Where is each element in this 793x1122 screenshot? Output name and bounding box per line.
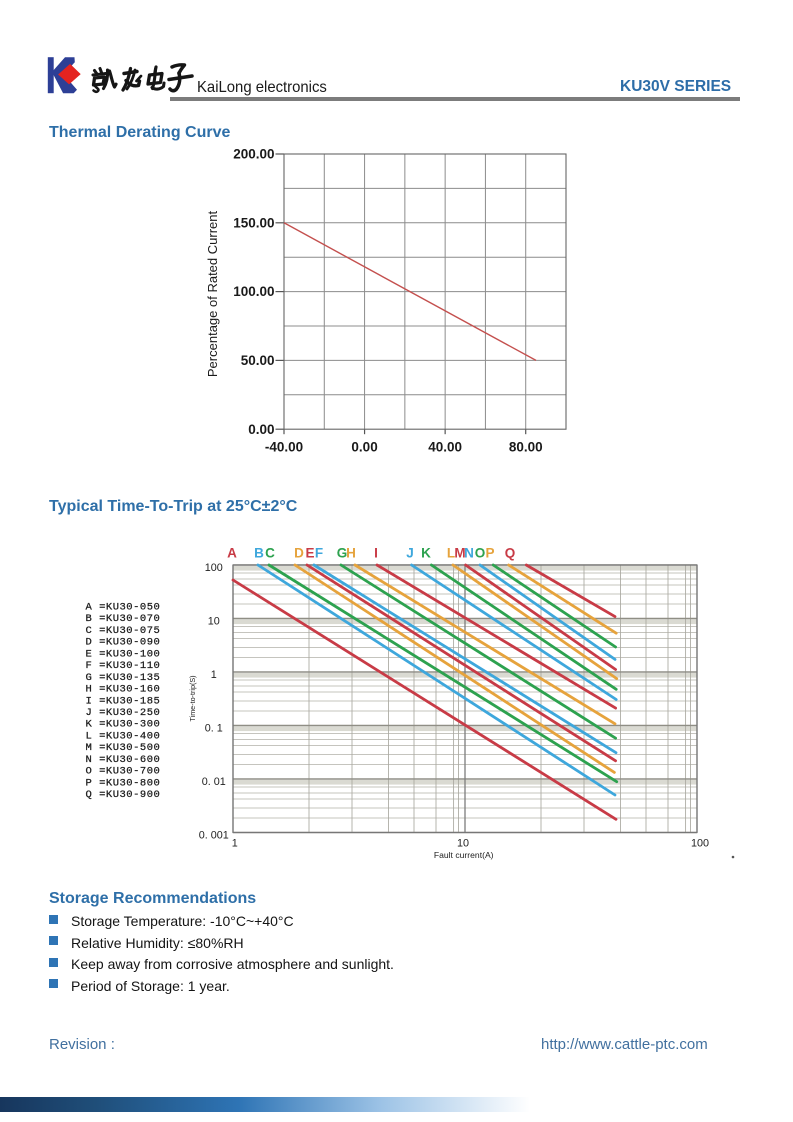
svg-text:L: L bbox=[447, 546, 455, 561]
svg-text:1: 1 bbox=[211, 669, 217, 681]
svg-text:D =KU30-090: D =KU30-090 bbox=[86, 637, 161, 649]
svg-text:P: P bbox=[485, 546, 494, 561]
svg-text:10: 10 bbox=[208, 616, 220, 628]
svg-text:I: I bbox=[374, 546, 378, 561]
svg-text:N: N bbox=[464, 546, 474, 561]
svg-text:C: C bbox=[265, 546, 275, 561]
svg-text:0.00: 0.00 bbox=[248, 422, 274, 437]
svg-text:0. 01: 0. 01 bbox=[202, 776, 226, 788]
svg-text:C =KU30-075: C =KU30-075 bbox=[86, 625, 161, 637]
svg-text:-40.00: -40.00 bbox=[265, 440, 303, 455]
svg-text:50.00: 50.00 bbox=[241, 353, 275, 368]
svg-text:200.00: 200.00 bbox=[233, 147, 274, 162]
svg-text:10: 10 bbox=[457, 838, 469, 850]
svg-text:I =KU30-185: I =KU30-185 bbox=[86, 695, 161, 707]
svg-text:E: E bbox=[305, 546, 314, 561]
svg-text:J: J bbox=[406, 546, 414, 561]
svg-text:L =KU30-400: L =KU30-400 bbox=[86, 730, 161, 742]
svg-text:Time-to-trip(S): Time-to-trip(S) bbox=[188, 675, 197, 721]
svg-text:O: O bbox=[475, 546, 486, 561]
svg-text:150.00: 150.00 bbox=[233, 215, 274, 230]
svg-text:B =KU30-070: B =KU30-070 bbox=[86, 613, 161, 625]
svg-text:100: 100 bbox=[691, 838, 709, 850]
svg-text:Q =KU30-900: Q =KU30-900 bbox=[86, 789, 161, 801]
svg-text:P =KU30-800: P =KU30-800 bbox=[86, 777, 161, 789]
svg-text:G =KU30-135: G =KU30-135 bbox=[86, 672, 161, 684]
svg-text:M =KU30-500: M =KU30-500 bbox=[86, 742, 161, 754]
svg-text:A: A bbox=[227, 546, 237, 561]
svg-text:K =KU30-300: K =KU30-300 bbox=[86, 719, 161, 731]
svg-text:100.00: 100.00 bbox=[233, 284, 274, 299]
svg-text:40.00: 40.00 bbox=[428, 440, 462, 455]
svg-text:Percentage of Rated Current: Percentage of Rated Current bbox=[205, 211, 220, 378]
svg-text:B: B bbox=[254, 546, 264, 561]
svg-text:E =KU30-100: E =KU30-100 bbox=[86, 648, 161, 660]
svg-text:H: H bbox=[346, 546, 356, 561]
svg-text:0. 001: 0. 001 bbox=[199, 830, 229, 842]
svg-text:G: G bbox=[337, 546, 348, 561]
svg-text:O =KU30-700: O =KU30-700 bbox=[86, 766, 161, 778]
svg-text:0.00: 0.00 bbox=[351, 440, 377, 455]
svg-text:1: 1 bbox=[232, 838, 238, 850]
svg-text:M: M bbox=[454, 546, 465, 561]
svg-text:H =KU30-160: H =KU30-160 bbox=[86, 684, 161, 696]
svg-text:N =KU30-600: N =KU30-600 bbox=[86, 754, 161, 766]
svg-text:A =KU30-050: A =KU30-050 bbox=[86, 602, 161, 614]
svg-text:Fault current(A): Fault current(A) bbox=[434, 850, 494, 860]
svg-text:J =KU30-250: J =KU30-250 bbox=[86, 707, 161, 719]
svg-text:K: K bbox=[421, 546, 431, 561]
svg-text:F =KU30-110: F =KU30-110 bbox=[86, 660, 161, 672]
svg-text:Q: Q bbox=[505, 546, 516, 561]
svg-text:80.00: 80.00 bbox=[509, 440, 543, 455]
svg-text:D: D bbox=[294, 546, 304, 561]
svg-text:0. 1: 0. 1 bbox=[205, 723, 223, 735]
svg-text:F: F bbox=[315, 546, 323, 561]
svg-text:100: 100 bbox=[205, 562, 223, 574]
